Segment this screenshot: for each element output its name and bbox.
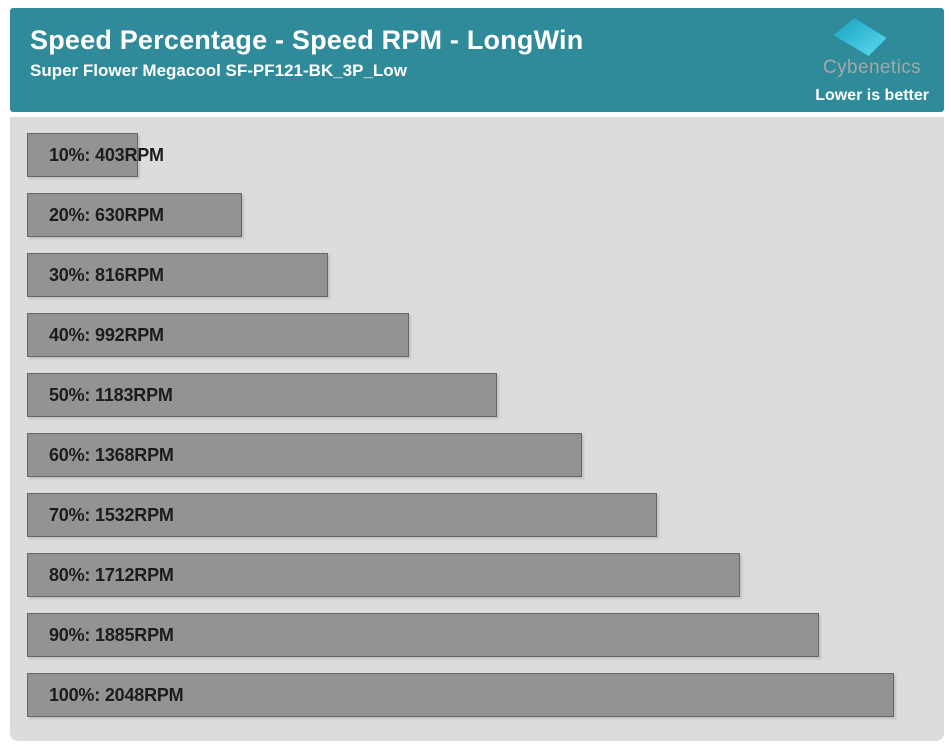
bar-label: 30%: 816RPM (49, 265, 164, 285)
bar-label: 50%: 1183RPM (49, 385, 173, 405)
chart-subtitle: Super Flower Megacool SF-PF121-BK_3P_Low (30, 61, 407, 80)
bar-label: 60%: 1368RPM (49, 445, 174, 465)
bar-row-70pct: 70%: 1532RPM (27, 493, 657, 537)
cybenetics-logo-icon (833, 18, 887, 56)
bar-row-40pct: 40%: 992RPM (27, 313, 409, 357)
bar-row-100pct: 100%: 2048RPM (27, 673, 894, 717)
bar-row-60pct: 60%: 1368RPM (27, 433, 582, 477)
brand-block: Cybenetics Lower is better (815, 18, 929, 105)
bar-label: 40%: 992RPM (49, 325, 164, 345)
lower-is-better-note: Lower is better (815, 87, 929, 104)
chart-header: Speed Percentage - Speed RPM - LongWin S… (10, 8, 944, 112)
bar-row-50pct: 50%: 1183RPM (27, 373, 497, 417)
brand-wordmark: Cybenetics (823, 57, 921, 78)
bar-label: 100%: 2048RPM (49, 685, 184, 705)
bar-label: 20%: 630RPM (49, 205, 164, 225)
bar-label: 80%: 1712RPM (49, 565, 174, 585)
bar-row-90pct: 90%: 1885RPM (27, 613, 819, 657)
bar-row-80pct: 80%: 1712RPM (27, 553, 740, 597)
bar-row-10pct: 10%: 403RPM (27, 133, 164, 177)
bar-label: 90%: 1885RPM (49, 625, 174, 645)
bar-label: 70%: 1532RPM (49, 505, 174, 525)
plot-area: 10%: 403RPM 20%: 630RPM 30%: 816RPM 40%:… (10, 117, 944, 741)
chart-title: Speed Percentage - Speed RPM - LongWin (30, 25, 584, 55)
bar-row-30pct: 30%: 816RPM (27, 253, 328, 297)
bar-label: 10%: 403RPM (49, 145, 164, 165)
bar-row-20pct: 20%: 630RPM (27, 193, 242, 237)
